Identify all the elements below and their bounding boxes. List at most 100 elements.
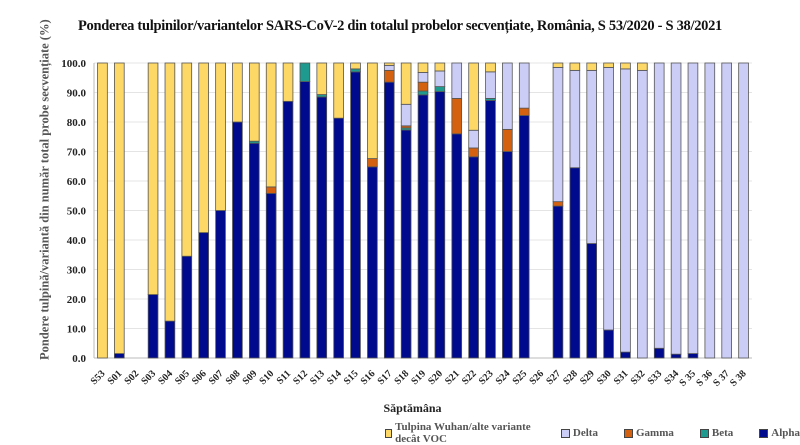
bar-segment-tulpina xyxy=(383,62,395,66)
x-tick-label: S 37 xyxy=(711,368,732,389)
x-tick-label: S23 xyxy=(477,368,496,387)
x-tick-label: S25 xyxy=(511,368,530,387)
bar-stack-S08 xyxy=(232,62,243,359)
bar-segment-tulpina xyxy=(350,62,361,70)
bar-segment-tulpina xyxy=(569,62,581,71)
x-tick-label: S16 xyxy=(359,368,378,387)
legend-label-alpha: Alpha xyxy=(771,427,800,439)
bar-segment-delta xyxy=(383,64,395,71)
bar-segment-alpha xyxy=(485,100,496,359)
legend-label-wuhan: Tulpina Wuhan/alte variante decât VOC xyxy=(395,421,531,445)
legend-item-wuhan: Tulpina Wuhan/alte variante decât VOC xyxy=(385,421,535,445)
bar-segment-tulpina xyxy=(400,62,412,105)
bar-segment-tulpina xyxy=(586,62,598,71)
x-tick-label: S14 xyxy=(325,368,344,387)
bar-segment-alpha xyxy=(670,353,682,359)
bar-segment-gamma xyxy=(468,147,479,158)
bar-segment-alpha xyxy=(518,115,530,359)
x-tick-label: S22 xyxy=(460,368,479,387)
bar-segment-delta xyxy=(417,72,429,83)
bar-segment-tulpina xyxy=(147,62,159,295)
bar-segment-tulpina xyxy=(198,62,209,234)
legend-swatch-wuhan xyxy=(385,428,393,438)
x-tick-label: S08 xyxy=(224,368,243,387)
bar-stack-S03 xyxy=(147,62,159,359)
legend-item-alpha: Alpha xyxy=(759,427,800,439)
bar-segment-delta xyxy=(704,62,716,359)
legend-item-beta: Beta xyxy=(699,427,733,439)
bar-stack-S01 xyxy=(114,62,125,359)
bar-segment-alpha xyxy=(333,117,344,359)
bar-segment-tulpina xyxy=(282,62,294,102)
y-tick-label: 70.0 xyxy=(67,147,87,159)
bar-stack-S05 xyxy=(181,62,193,359)
bar-segment-tulpina xyxy=(215,62,226,211)
x-tick-label: S03 xyxy=(139,368,158,387)
x-tick-label: S53 xyxy=(89,368,108,387)
legend: Tulpina Wuhan/alte variante decât VOC De… xyxy=(385,421,800,445)
bar-stack-S22 xyxy=(468,62,479,359)
bar-segment-tulpina xyxy=(97,62,108,359)
bar-segment-gamma xyxy=(451,98,463,135)
bar-segment-alpha xyxy=(383,81,395,359)
bar-segment-tulpina xyxy=(265,62,277,188)
bar-segment-delta xyxy=(569,69,581,169)
legend-item-delta: Delta xyxy=(560,427,598,439)
bar-segment-beta xyxy=(417,90,429,96)
bar-segment-tulpina xyxy=(552,62,564,68)
y-tick-label: 40.0 xyxy=(67,235,87,247)
bar-segment-alpha xyxy=(400,129,412,359)
x-tick-label: S20 xyxy=(426,368,445,387)
bar-segment-delta xyxy=(586,69,598,244)
x-axis-label: Săptămâna xyxy=(383,401,442,415)
bar-segment-alpha xyxy=(687,353,699,359)
x-tick-label: S28 xyxy=(561,368,580,387)
legend-swatch-beta xyxy=(699,428,709,438)
bar-segment-alpha xyxy=(586,243,598,359)
bar-segment-gamma xyxy=(518,107,530,116)
bar-stack-S17 xyxy=(383,62,395,359)
bar-segment-alpha xyxy=(282,100,294,359)
bar-stack-S29 xyxy=(586,62,598,359)
bar-segment-tulpina xyxy=(417,62,429,73)
bar-stack-S09 xyxy=(248,62,260,359)
y-tick-label: 10.0 xyxy=(67,324,87,336)
y-tick-label: 60.0 xyxy=(67,176,87,188)
y-axis-ticks: 0.0 10.0 20.0 30.0 40.0 50.0 60.0 70.0 80.0 90.0 1… xyxy=(61,58,86,365)
bar-stack-S11 xyxy=(282,62,294,359)
bar-stack-S32 xyxy=(637,62,648,359)
bar-segment-delta xyxy=(738,62,749,359)
x-tick-label: S27 xyxy=(544,368,563,387)
bar-segment-alpha xyxy=(653,347,665,359)
bar-stack-S10 xyxy=(265,62,277,359)
x-axis-ticks: S53S01S02S03S04S05S06S07S08S09S10S11S12S… xyxy=(89,368,749,389)
bar-stack-S33 xyxy=(653,62,665,359)
bar-segment-alpha xyxy=(248,142,260,359)
bar-segment-tulpina xyxy=(485,62,496,73)
legend-swatch-alpha xyxy=(759,428,769,438)
bar-segment-alpha xyxy=(620,351,631,359)
bar-segment-alpha xyxy=(114,353,125,359)
bar-stack-S18 xyxy=(400,62,412,359)
x-tick-label: S11 xyxy=(275,368,293,386)
bar-stack-S19 xyxy=(417,62,429,359)
bar-segment-delta xyxy=(518,62,530,109)
bar-segment-gamma xyxy=(552,201,564,207)
bar-segment-alpha xyxy=(502,151,513,359)
bar-stack-S16 xyxy=(367,62,378,359)
x-tick-label: S 36 xyxy=(694,368,715,389)
bar-segment-alpha xyxy=(215,210,226,359)
bar-stack-S27 xyxy=(552,62,564,359)
bar-stack-S07 xyxy=(215,62,226,359)
bar-segment-delta xyxy=(620,68,631,353)
x-tick-label: S 35 xyxy=(678,368,699,389)
legend-label-gamma: Gamma xyxy=(635,427,674,439)
x-tick-label: S29 xyxy=(578,368,597,387)
x-tick-label: S31 xyxy=(612,368,631,387)
bars xyxy=(97,62,749,359)
bar-stack-S23 xyxy=(485,62,496,359)
x-tick-label: S12 xyxy=(291,368,310,387)
x-tick-label: S02 xyxy=(123,368,142,387)
bar-segment-delta xyxy=(603,67,614,331)
bar-segment-alpha xyxy=(451,133,463,359)
